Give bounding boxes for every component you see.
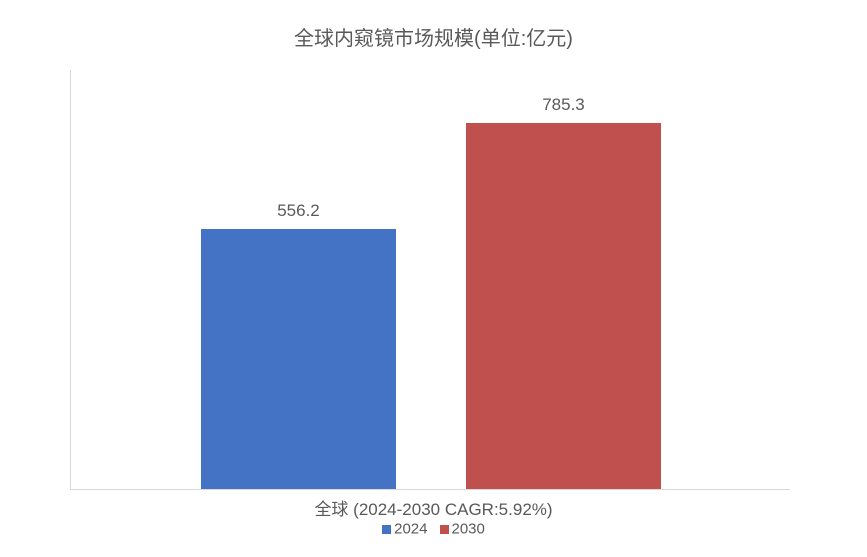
plot-area: 556.2 785.3 bbox=[70, 70, 790, 490]
chart-container: 全球内窥镜市场规模(单位:亿元) 556.2 785.3 全球 (2024-203… bbox=[0, 0, 867, 557]
x-axis-label: 全球 (2024-2030 CAGR:5.92%) bbox=[0, 495, 867, 520]
legend: 2024 2030 bbox=[0, 520, 867, 538]
legend-label-2024: 2024 bbox=[394, 521, 427, 538]
bar-2024 bbox=[201, 229, 396, 489]
legend-label-2030: 2030 bbox=[452, 521, 485, 538]
legend-swatch-2024 bbox=[382, 525, 391, 534]
bar-2030 bbox=[466, 123, 661, 489]
data-label-2024: 556.2 bbox=[201, 201, 396, 221]
legend-item-2030: 2030 bbox=[440, 520, 485, 538]
chart-title: 全球内窥镜市场规模(单位:亿元) bbox=[0, 22, 867, 51]
data-label-2030: 785.3 bbox=[466, 95, 661, 115]
legend-item-2024: 2024 bbox=[382, 520, 427, 538]
legend-swatch-2030 bbox=[440, 525, 449, 534]
